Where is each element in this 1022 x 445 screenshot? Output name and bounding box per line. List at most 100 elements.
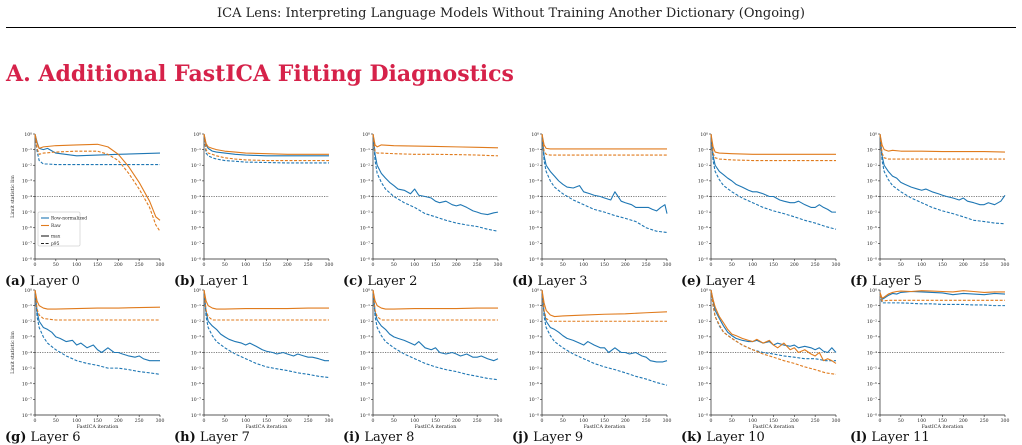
y-axis-label: Limit statistic lim — [10, 175, 16, 218]
y-tick-label: 10⁰ — [193, 288, 201, 294]
panel-caption: (l) Layer 11 — [850, 430, 930, 445]
series-row-normalized-p95 — [541, 289, 668, 386]
panel-caption-text: Layer 6 — [26, 430, 81, 445]
y-tick-label: 10⁻⁸ — [360, 257, 370, 263]
y-tick-label: 10⁻⁸ — [698, 257, 708, 263]
x-tick-label: 200 — [790, 418, 799, 424]
x-tick-label: 150 — [431, 418, 440, 424]
y-tick-label: 10⁻⁷ — [529, 397, 539, 403]
series-raw-p95 — [203, 134, 329, 162]
panel-caption: (e) Layer 4 — [681, 274, 756, 289]
y-tick-label: 10⁻² — [360, 319, 370, 325]
x-tick-label: 100 — [72, 262, 81, 268]
panel-caption: (j) Layer 9 — [512, 430, 583, 445]
y-tick-label: 10⁻⁵ — [22, 210, 32, 216]
series-row-normalized-p95 — [372, 133, 499, 232]
x-axis-label: FastICA iteration — [753, 424, 795, 430]
y-tick-label: 10⁻⁴ — [867, 194, 877, 200]
panel-caption-text: Layer 1 — [195, 274, 250, 289]
y-tick-label: 10⁰ — [24, 288, 32, 294]
series-row-normalized-max — [541, 289, 668, 363]
x-tick-label: 150 — [262, 418, 271, 424]
series-row-normalized-max — [372, 133, 499, 216]
y-tick-label: 10⁻⁵ — [360, 210, 370, 216]
panel-caption: (f) Layer 5 — [850, 274, 922, 289]
plot-layer-2: 10⁰ 10⁻¹ 10⁻² 10⁻³ 10⁻⁴ 10⁻⁵ 10⁻⁶ 10⁻⁷ 10⁻⁸0 50 10… — [360, 132, 503, 268]
x-tick-label: 200 — [114, 418, 123, 424]
y-tick-label: 10⁻³ — [191, 335, 201, 341]
series-row-normalized-p95 — [34, 135, 160, 166]
x-axis-label: FastICA iteration — [246, 424, 288, 430]
panel-caption-text: Layer 2 — [363, 274, 418, 289]
series-raw-max — [541, 289, 668, 318]
y-tick-label: 10⁻⁸ — [529, 257, 539, 263]
series-row-normalized-max — [203, 289, 329, 362]
x-tick-label: 50 — [53, 262, 59, 268]
x-tick-label: 50 — [729, 262, 735, 268]
y-tick-label: 10⁻¹ — [360, 147, 370, 153]
legend-entry: Raw — [51, 224, 61, 229]
series-row-normalized-p95 — [710, 289, 836, 362]
x-tick-label: 200 — [452, 262, 461, 268]
x-tick-label: 50 — [898, 262, 904, 268]
plot-layer-1: 10⁰ 10⁻¹ 10⁻² 10⁻³ 10⁻⁴ 10⁻⁵ 10⁻⁶ 10⁻⁷ 10⁻⁸0 50 10… — [191, 132, 334, 268]
x-tick-label: 0 — [203, 418, 206, 424]
x-tick-label: 150 — [600, 418, 609, 424]
x-tick-label: 250 — [980, 418, 989, 424]
x-tick-label: 250 — [980, 262, 989, 268]
series-raw-max — [372, 289, 498, 310]
x-tick-label: 50 — [898, 418, 904, 424]
plot-layer-8: 10⁰ 10⁻¹ 10⁻² 10⁻³ 10⁻⁴ 10⁻⁵ 10⁻⁶ 10⁻⁷ 10⁻⁸0 50 10… — [360, 288, 503, 430]
x-tick-label: 50 — [560, 262, 566, 268]
y-tick-label: 10⁻⁴ — [867, 350, 877, 356]
y-tick-label: 10⁻⁵ — [22, 366, 32, 372]
y-tick-label: 10⁻⁶ — [698, 382, 708, 388]
x-axis-label: FastICA iteration — [77, 424, 119, 430]
x-tick-label: 0 — [541, 262, 544, 268]
panel-caption-label: (b) — [174, 274, 196, 289]
x-tick-label: 100 — [410, 418, 419, 424]
y-tick-label: 10⁻⁶ — [698, 226, 708, 232]
series-row-normalized-max — [710, 289, 837, 354]
x-tick-label: 50 — [53, 418, 59, 424]
legend-box — [37, 211, 81, 247]
x-tick-label: 50 — [222, 262, 228, 268]
x-tick-label: 250 — [135, 262, 144, 268]
series-raw-max — [203, 133, 329, 155]
y-tick-label: 10⁻⁶ — [360, 226, 370, 232]
x-tick-label: 200 — [790, 262, 799, 268]
plot-layer-4: 10⁰ 10⁻¹ 10⁻² 10⁻³ 10⁻⁴ 10⁻⁵ 10⁻⁶ 10⁻⁷ 10⁻⁸0 50 10… — [698, 132, 841, 268]
x-tick-label: 300 — [663, 418, 672, 424]
y-tick-label: 10⁻³ — [867, 179, 877, 185]
x-axis-label: FastICA iteration — [584, 424, 626, 430]
plot-layer-9: 10⁰ 10⁻¹ 10⁻² 10⁻³ 10⁻⁴ 10⁻⁵ 10⁻⁶ 10⁻⁷ 10⁻⁸0 50 10… — [529, 288, 672, 430]
x-tick-label: 100 — [748, 418, 757, 424]
y-tick-label: 10⁻¹ — [698, 303, 708, 309]
x-tick-label: 300 — [1001, 418, 1010, 424]
y-tick-label: 10⁻² — [22, 319, 32, 325]
y-tick-label: 10⁻⁷ — [529, 241, 539, 247]
x-tick-label: 100 — [917, 262, 926, 268]
series-row-normalized-p95 — [541, 133, 668, 233]
y-tick-label: 10⁻³ — [191, 179, 201, 185]
y-tick-label: 10⁻⁸ — [698, 413, 708, 419]
panel-caption: (h) Layer 7 — [174, 430, 250, 445]
series-raw-p95 — [541, 134, 667, 156]
x-tick-label: 250 — [642, 418, 651, 424]
y-tick-label: 10⁻⁸ — [867, 413, 877, 419]
x-tick-label: 150 — [769, 262, 778, 268]
series-row-normalized-max — [541, 133, 668, 214]
panel-caption: (d) Layer 3 — [512, 274, 588, 289]
series-row-normalized-max — [879, 133, 1006, 206]
y-tick-label: 10⁻² — [191, 319, 201, 325]
panel-caption: (k) Layer 10 — [681, 430, 765, 445]
x-tick-label: 200 — [959, 418, 968, 424]
x-tick-label: 50 — [560, 418, 566, 424]
y-tick-label: 10⁰ — [193, 132, 201, 138]
series-raw-max — [710, 289, 837, 364]
x-tick-label: 150 — [262, 262, 271, 268]
y-tick-label: 10⁻⁷ — [22, 241, 32, 247]
y-tick-label: 10⁻⁸ — [529, 413, 539, 419]
x-tick-label: 0 — [34, 262, 37, 268]
y-tick-label: 10⁻⁷ — [867, 241, 877, 247]
